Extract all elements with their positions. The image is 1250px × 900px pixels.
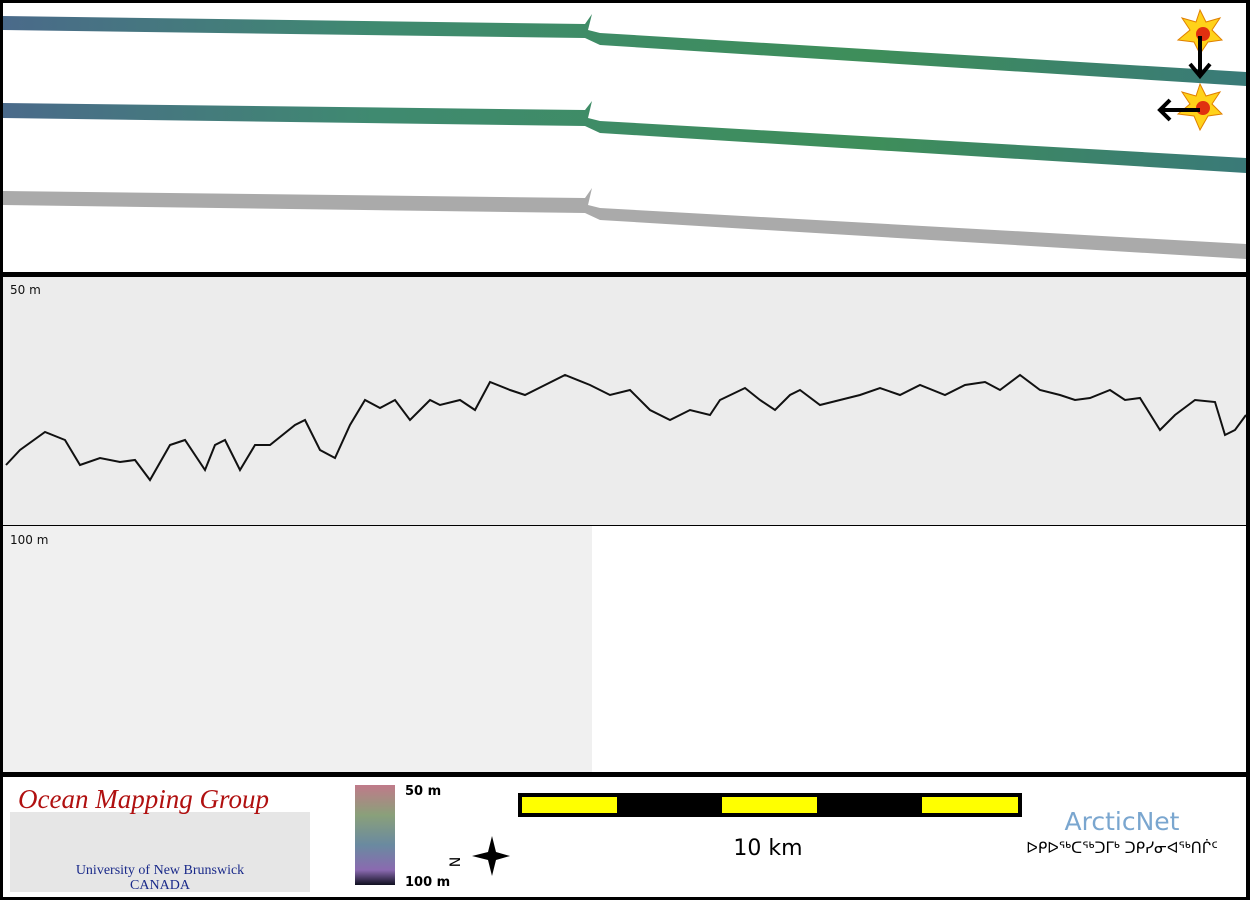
colorbar-bottom-label: 100 m bbox=[405, 875, 450, 890]
profile-depth-label: 50 m bbox=[10, 283, 41, 297]
scale-segment bbox=[722, 797, 817, 813]
colorbar-top-label: 50 m bbox=[405, 784, 441, 799]
scale-segment bbox=[522, 797, 617, 813]
sun-icon bbox=[1157, 8, 1224, 132]
swath-backscatter bbox=[3, 188, 1246, 259]
logo-country: CANADA bbox=[130, 878, 191, 893]
profile-panel bbox=[3, 526, 592, 772]
empty-panel bbox=[592, 526, 1246, 772]
swath-sidescan bbox=[3, 14, 1246, 86]
logo-background bbox=[10, 812, 310, 892]
swath-panel bbox=[3, 3, 1246, 272]
arcticnet-logo: ArcticNet bbox=[1065, 807, 1180, 836]
logo-title: Ocean Mapping Group bbox=[18, 784, 269, 814]
colorbar bbox=[355, 785, 395, 885]
arcticnet-syllabics: ᐅᑭᐅᖅᑕᖅᑐᒥᒃ ᑐᑭᓯᓂᐊᖅᑎᒌᑦ bbox=[1026, 839, 1217, 857]
north-label: N bbox=[448, 857, 464, 867]
logo-university: University of New Brunswick bbox=[76, 863, 244, 878]
seabed-trace bbox=[5, 373, 1247, 482]
north-arrow: N bbox=[448, 836, 510, 876]
profile-depth-label: 100 m bbox=[10, 533, 48, 547]
scale-label: 10 km bbox=[733, 836, 802, 861]
scale-segment bbox=[922, 797, 1018, 813]
profile-panel bbox=[3, 277, 1246, 525]
swath-bathymetry bbox=[3, 101, 1246, 173]
